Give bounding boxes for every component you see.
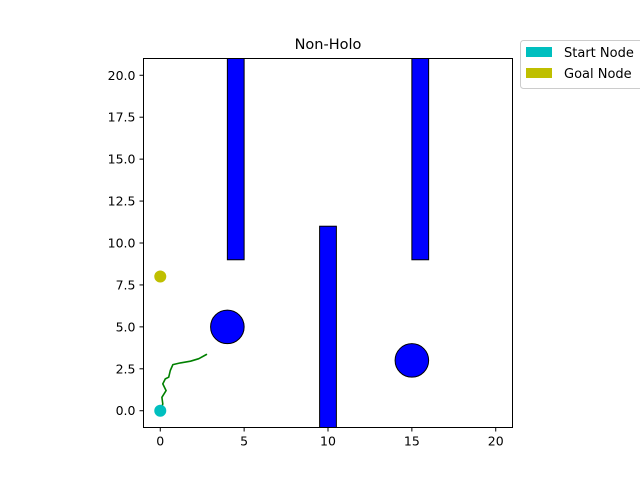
x-tick-label: 0: [156, 434, 164, 449]
legend: Start Node Goal Node: [520, 40, 640, 89]
y-tick-label: 7.5: [116, 277, 136, 292]
goal-node-marker: [154, 270, 167, 283]
obstacles: [210, 58, 430, 428]
y-tick-label: 17.5: [108, 110, 136, 125]
y-tick-label: 2.5: [116, 361, 136, 376]
path-line: [159, 353, 208, 412]
y-tick-label: 10.0: [108, 236, 136, 251]
obstacle-circle-2: [394, 343, 430, 378]
plot-area: [154, 58, 430, 428]
x-tick-label: 20: [488, 434, 504, 449]
y-tick-label: 15.0: [108, 152, 136, 167]
y-tick-label: 0.0: [116, 403, 136, 418]
y-tick-label: 5.0: [116, 319, 136, 334]
legend-swatch-goal-node: [526, 68, 552, 78]
legend-label-goal-node: Goal Node: [564, 67, 632, 82]
y-tick-label: 12.5: [108, 194, 136, 209]
y-tick-label: 20.0: [108, 68, 136, 83]
x-tick-label: 15: [404, 434, 420, 449]
chart-title: Non-Holo: [295, 37, 362, 53]
legend-label-start-node: Start Node: [564, 46, 634, 61]
x-tick-label: 5: [240, 434, 248, 449]
x-axis: 0 5 10 15 20: [156, 427, 504, 449]
obstacle-circle-1: [210, 309, 245, 345]
nodes: [154, 270, 167, 417]
obstacle-rect-3: [411, 58, 430, 261]
y-axis: 0.0 2.5 5.0 7.5 10.0 12.5 15.0 17.5 20.0: [108, 68, 144, 418]
robot-path: [159, 353, 208, 412]
start-node-marker: [154, 404, 167, 417]
legend-swatch-start-node: [526, 47, 552, 57]
x-tick-label: 10: [320, 434, 336, 449]
obstacle-rect-2: [319, 225, 337, 428]
obstacle-rect-1: [226, 58, 245, 261]
